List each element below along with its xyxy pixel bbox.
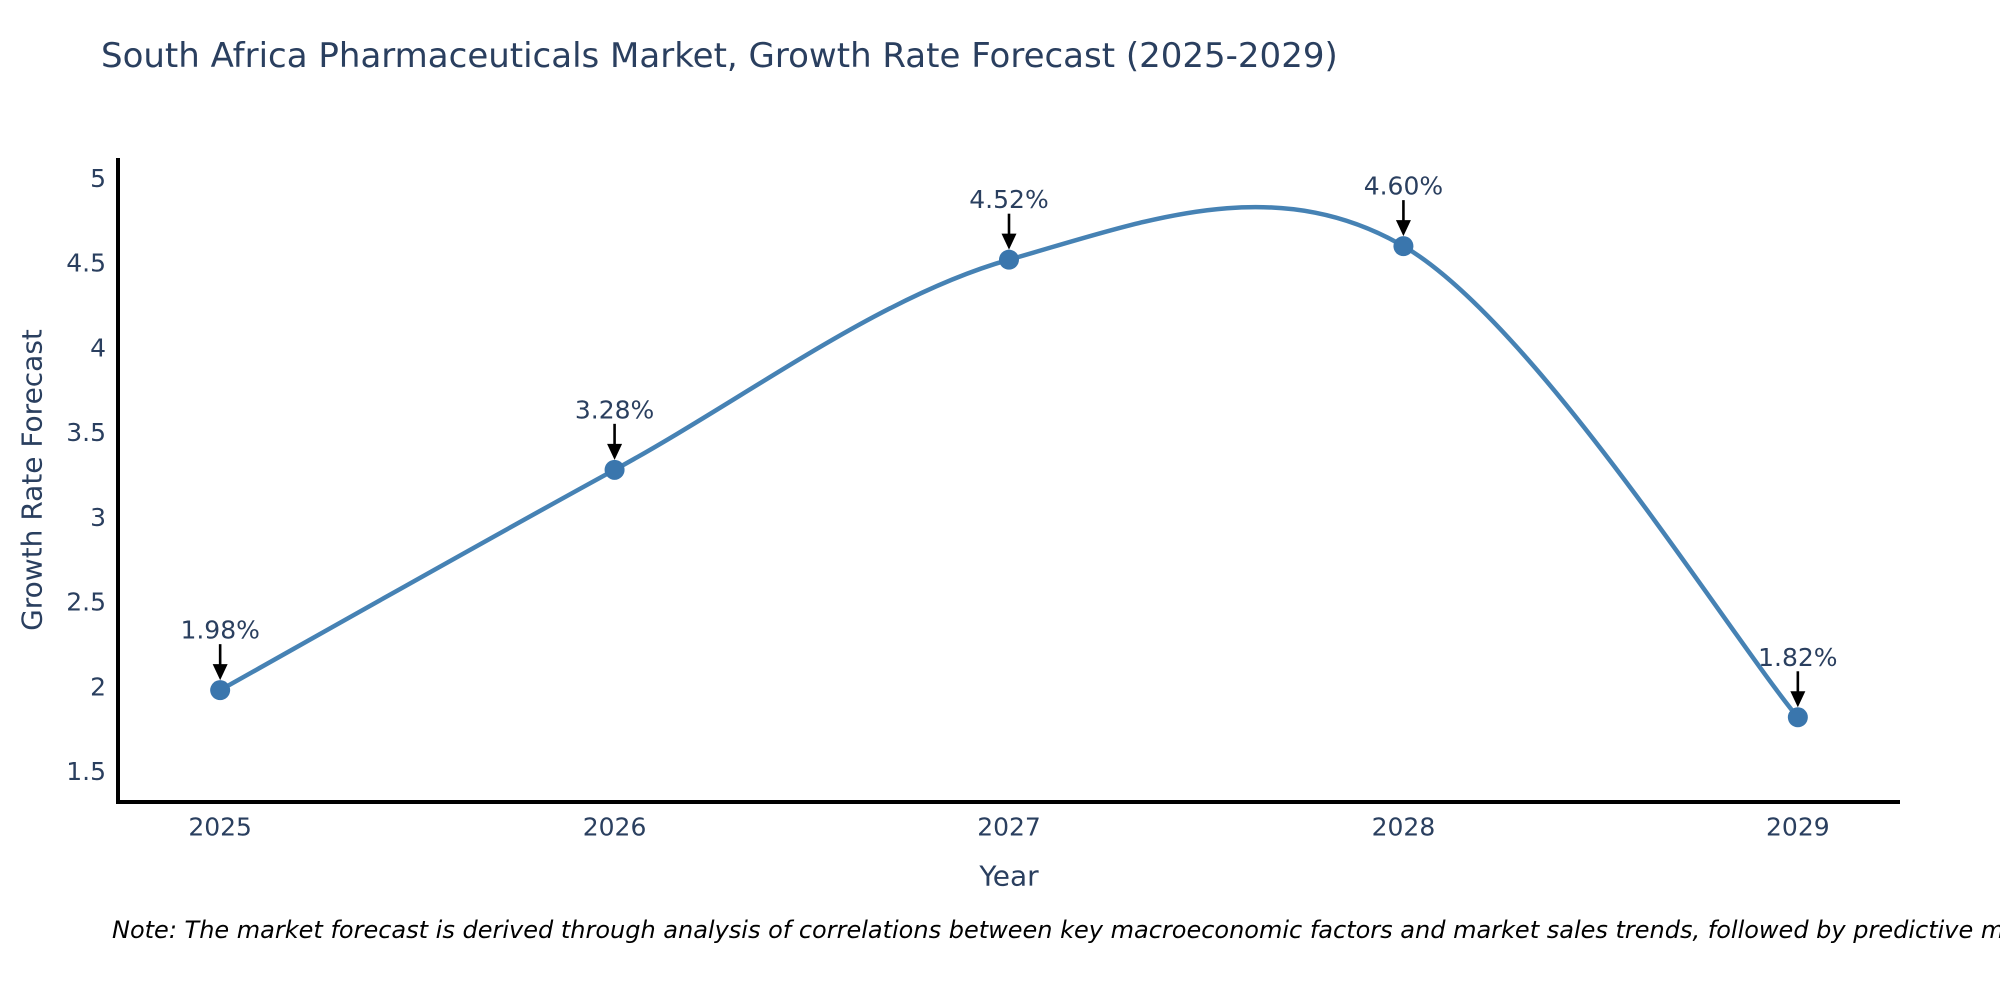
annotation-arrow-head-2026 [607,443,623,460]
x-tick-label-2025: 2025 [188,813,252,842]
data-point-2025[interactable] [210,680,231,701]
annotation-arrow-head-2025 [212,664,228,681]
x-tick-label-2029: 2029 [1766,813,1830,842]
y-axis-title: Growth Rate Forecast [15,329,49,631]
data-point-2027[interactable] [999,249,1019,270]
x-tick-label-2027: 2027 [977,813,1041,842]
data-label-2029: 1.82% [1758,643,1837,672]
y-tick-label-2: 2 [90,672,106,701]
data-label-2028: 4.60% [1364,172,1443,201]
y-tick-label-3-5: 3.5 [66,418,106,447]
annotation-arrow-head-2028 [1395,220,1411,237]
y-tick-label-4: 4 [90,333,106,362]
y-tick-label-3: 3 [90,503,106,532]
x-axis-title: Year [979,859,1039,893]
y-tick-label-4-5: 4.5 [66,249,106,278]
y-tick-label-5: 5 [90,164,106,193]
data-label-2027: 4.52% [969,185,1048,214]
data-label-2025: 1.98% [180,616,259,645]
x-tick-label-2028: 2028 [1372,813,1436,842]
data-label-2026: 3.28% [575,395,654,424]
annotation-arrow-head-2027 [1001,233,1017,250]
x-tick-label-2026: 2026 [583,813,647,842]
y-tick-label-2-5: 2.5 [66,588,106,617]
chart-title: South Africa Pharmaceuticals Market, Gro… [101,36,1338,76]
forecast-spline-line [219,204,1800,719]
data-point-2028[interactable] [1393,236,1414,257]
data-point-2029[interactable] [1787,707,1808,728]
data-point-2026[interactable] [604,459,625,480]
chart-footnote: Note: The market forecast is derived thr… [112,916,2000,944]
annotation-arrow-head-2029 [1790,691,1806,708]
y-tick-label-1-5: 1.5 [66,757,106,786]
